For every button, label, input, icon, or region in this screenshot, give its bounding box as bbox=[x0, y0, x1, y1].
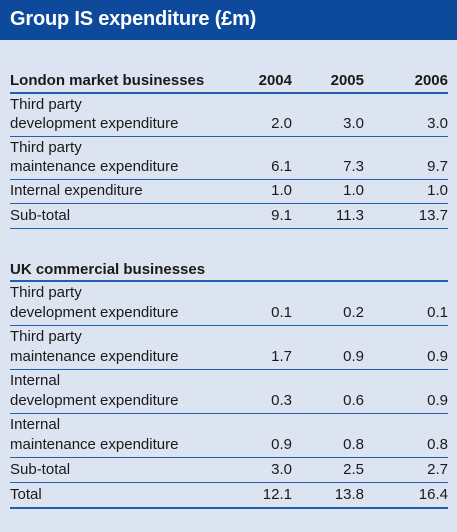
cell-2004: 9.1 bbox=[271, 207, 292, 224]
total-row: Total 12.1 13.8 16.4 bbox=[10, 483, 448, 509]
row-label: Total bbox=[10, 486, 42, 503]
table-title: Group IS expenditure (£m) bbox=[10, 8, 257, 30]
cell-2006: 16.4 bbox=[418, 486, 448, 503]
year-2005-header: 2005 bbox=[330, 72, 364, 89]
table-row: Internal expenditure 1.0 1.0 1.0 bbox=[10, 180, 448, 204]
title-bar: Group IS expenditure (£m) bbox=[0, 0, 457, 40]
cell-2005: 1.0 bbox=[343, 182, 364, 199]
cell-2005: 3.0 bbox=[343, 115, 364, 132]
london-header-row: London market businesses 2004 2005 2006 bbox=[10, 70, 448, 94]
cell-2005: 7.3 bbox=[343, 158, 364, 175]
cell-2004: 3.0 bbox=[271, 461, 292, 478]
uk-heading: UK commercial businesses bbox=[10, 261, 206, 278]
cell-2004: 1.7 bbox=[271, 348, 292, 365]
cell-2005: 2.5 bbox=[343, 461, 364, 478]
cell-2006: 9.7 bbox=[427, 158, 448, 175]
table-row: Internal development expenditure 0.3 0.6… bbox=[10, 370, 448, 414]
row-label-line2: maintenance expenditure bbox=[10, 348, 179, 365]
cell-2004: 0.3 bbox=[271, 392, 292, 409]
table-row: Internal maintenance expenditure 0.9 0.8… bbox=[10, 414, 448, 458]
row-label: Sub-total bbox=[10, 461, 71, 478]
cell-2004: 1.0 bbox=[271, 182, 292, 199]
cell-2005: 13.8 bbox=[334, 486, 364, 503]
cell-2005: 0.2 bbox=[343, 304, 364, 321]
cell-2005: 11.3 bbox=[335, 207, 364, 224]
row-label-line1: Third party bbox=[10, 139, 82, 156]
cell-2006: 0.9 bbox=[427, 392, 448, 409]
cell-2006: 0.8 bbox=[427, 436, 448, 453]
london-heading: London market businesses bbox=[10, 72, 205, 89]
uk-header-row: UK commercial businesses bbox=[10, 258, 448, 282]
cell-2005: 0.9 bbox=[343, 348, 364, 365]
table-row: Third party development expenditure 0.1 … bbox=[10, 282, 448, 326]
row-label-line2: maintenance expenditure bbox=[10, 436, 179, 453]
cell-2004: 0.9 bbox=[271, 436, 292, 453]
subtotal-row: Sub-total 3.0 2.5 2.7 bbox=[10, 458, 448, 483]
table-row: Third party development expenditure 2.0 … bbox=[10, 94, 448, 137]
year-2006-header: 2006 bbox=[414, 72, 448, 89]
row-label-line1: Third party bbox=[10, 284, 82, 301]
cell-2004: 6.1 bbox=[271, 158, 292, 175]
row-label-line2: maintenance expenditure bbox=[10, 158, 179, 175]
row-label: Sub-total bbox=[10, 207, 71, 224]
year-2004-header: 2004 bbox=[258, 72, 292, 89]
cell-2006: 0.1 bbox=[427, 304, 448, 321]
row-label-line1: Third party bbox=[10, 96, 82, 113]
cell-2006: 13.7 bbox=[418, 207, 448, 224]
cell-2004: 2.0 bbox=[271, 115, 292, 132]
expenditure-table: London market businesses 2004 2005 2006 … bbox=[0, 40, 457, 532]
table-row: Third party maintenance expenditure 6.1 … bbox=[10, 137, 448, 180]
cell-2004: 0.1 bbox=[271, 304, 292, 321]
cell-2006: 1.0 bbox=[427, 182, 448, 199]
cell-2005: 0.8 bbox=[343, 436, 364, 453]
row-label-line2: development expenditure bbox=[10, 392, 179, 409]
row-label-line2: development expenditure bbox=[10, 304, 179, 321]
cell-2005: 0.6 bbox=[343, 392, 364, 409]
subtotal-row: Sub-total 9.1 11.3 13.7 bbox=[10, 204, 448, 229]
row-label-line1: Internal bbox=[10, 416, 61, 433]
cell-2006: 0.9 bbox=[427, 348, 448, 365]
row-label: Internal expenditure bbox=[10, 182, 143, 199]
row-label-line1: Third party bbox=[10, 328, 82, 345]
row-label-line1: Internal bbox=[10, 372, 61, 389]
cell-2006: 2.7 bbox=[427, 461, 448, 478]
table-row: Third party maintenance expenditure 1.7 … bbox=[10, 326, 448, 370]
row-label-line2: development expenditure bbox=[10, 115, 179, 132]
cell-2006: 3.0 bbox=[427, 115, 448, 132]
cell-2004: 12.1 bbox=[262, 486, 292, 503]
